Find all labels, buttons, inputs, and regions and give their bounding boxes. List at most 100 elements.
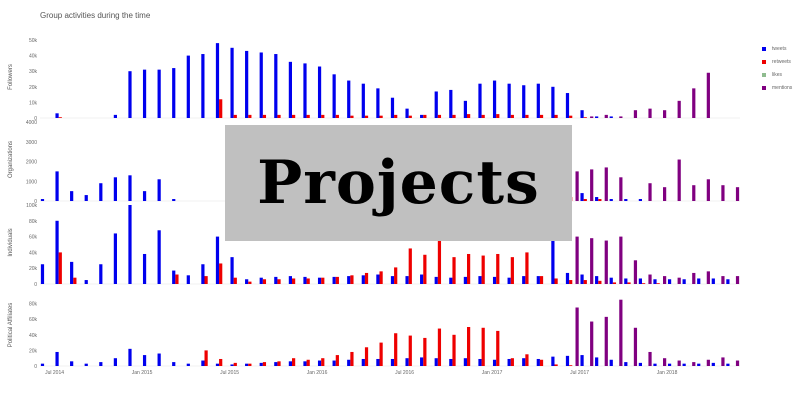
bar-tweets[interactable] xyxy=(536,358,540,366)
bar-tweets[interactable] xyxy=(99,264,103,284)
bar-mentions[interactable] xyxy=(677,100,681,118)
bar-retweets[interactable] xyxy=(554,364,558,366)
bar-tweets[interactable] xyxy=(522,85,526,118)
bar-tweets[interactable] xyxy=(536,83,540,118)
bar-tweets[interactable] xyxy=(288,61,292,118)
bar-tweets[interactable] xyxy=(274,54,278,118)
bar-retweets[interactable] xyxy=(496,253,500,284)
bar-mentions[interactable] xyxy=(677,159,681,202)
bar-retweets[interactable] xyxy=(612,282,617,284)
bar-retweets[interactable] xyxy=(73,277,77,284)
bar-tweets[interactable] xyxy=(128,71,132,118)
bar-retweets[interactable] xyxy=(219,358,223,366)
bar-tweets[interactable] xyxy=(84,363,88,366)
bar-tweets[interactable] xyxy=(420,357,424,366)
bar-retweets[interactable] xyxy=(219,99,223,118)
bar-tweets[interactable] xyxy=(624,278,628,284)
bar-mentions[interactable] xyxy=(721,357,725,366)
bar-retweets[interactable] xyxy=(569,280,573,284)
bar-tweets[interactable] xyxy=(405,276,409,284)
bar-tweets[interactable] xyxy=(682,279,686,284)
bar-mentions[interactable] xyxy=(575,171,579,202)
bar-tweets[interactable] xyxy=(595,197,599,201)
bar-retweets[interactable] xyxy=(219,263,223,284)
bar-tweets[interactable] xyxy=(711,362,715,366)
bar-tweets[interactable] xyxy=(245,363,249,366)
bar-tweets[interactable] xyxy=(288,276,292,284)
bar-tweets[interactable] xyxy=(449,358,453,366)
bar-retweets[interactable] xyxy=(277,114,281,118)
bar-tweets[interactable] xyxy=(580,355,584,366)
bar-tweets[interactable] xyxy=(172,199,176,202)
bar-tweets[interactable] xyxy=(201,360,205,366)
bar-retweets[interactable] xyxy=(394,333,398,366)
bar-tweets[interactable] xyxy=(55,113,59,118)
bar-tweets[interactable] xyxy=(463,358,467,366)
bar-tweets[interactable] xyxy=(186,55,190,118)
bar-retweets[interactable] xyxy=(510,257,514,284)
bar-tweets[interactable] xyxy=(624,199,628,202)
bar-tweets[interactable] xyxy=(565,93,570,118)
bar-tweets[interactable] xyxy=(609,199,613,202)
bar-mentions[interactable] xyxy=(575,236,579,284)
bar-mentions[interactable] xyxy=(648,274,652,284)
bar-tweets[interactable] xyxy=(128,175,132,201)
bar-retweets[interactable] xyxy=(437,114,442,118)
bar-tweets[interactable] xyxy=(128,348,132,366)
bar-tweets[interactable] xyxy=(361,83,365,118)
bar-retweets[interactable] xyxy=(467,253,471,284)
bar-tweets[interactable] xyxy=(434,276,438,284)
bar-tweets[interactable] xyxy=(449,89,453,118)
bar-mentions[interactable] xyxy=(721,276,725,284)
bar-mentions[interactable] xyxy=(735,276,740,284)
bar-retweets[interactable] xyxy=(627,282,631,284)
bar-retweets[interactable] xyxy=(248,363,252,366)
bar-retweets[interactable] xyxy=(642,283,646,284)
bar-tweets[interactable] xyxy=(420,274,424,284)
bar-retweets[interactable] xyxy=(554,278,558,284)
bar-mentions[interactable] xyxy=(648,183,652,201)
bar-tweets[interactable] xyxy=(55,220,59,284)
bar-mentions[interactable] xyxy=(619,177,623,201)
bar-tweets[interactable] xyxy=(638,278,642,284)
bar-mentions[interactable] xyxy=(590,169,594,201)
bar-tweets[interactable] xyxy=(317,360,322,366)
bar-mentions[interactable] xyxy=(604,114,608,118)
bar-tweets[interactable] xyxy=(172,270,176,284)
legend-item-retweets[interactable]: retweets xyxy=(762,55,792,68)
bar-tweets[interactable] xyxy=(390,276,395,284)
bar-tweets[interactable] xyxy=(711,278,715,284)
bar-tweets[interactable] xyxy=(492,80,497,118)
bar-retweets[interactable] xyxy=(175,274,179,284)
bar-tweets[interactable] xyxy=(142,355,147,366)
bar-mentions[interactable] xyxy=(692,272,696,284)
bar-tweets[interactable] xyxy=(376,88,380,118)
bar-retweets[interactable] xyxy=(452,114,456,118)
bar-mentions[interactable] xyxy=(721,185,725,201)
bar-mentions[interactable] xyxy=(604,167,608,201)
bar-tweets[interactable] xyxy=(361,275,365,284)
bar-retweets[interactable] xyxy=(569,115,573,118)
bar-mentions[interactable] xyxy=(575,307,579,367)
bar-tweets[interactable] xyxy=(186,363,190,366)
bar-retweets[interactable] xyxy=(335,114,339,118)
bar-retweets[interactable] xyxy=(525,252,529,284)
bar-tweets[interactable] xyxy=(332,360,336,366)
bar-tweets[interactable] xyxy=(609,116,613,118)
bar-tweets[interactable] xyxy=(492,276,497,284)
bar-tweets[interactable] xyxy=(347,359,351,366)
legend-item-likes[interactable]: likes xyxy=(762,68,792,81)
bar-tweets[interactable] xyxy=(70,191,74,202)
bar-tweets[interactable] xyxy=(667,279,672,284)
bar-retweets[interactable] xyxy=(292,114,296,118)
bar-tweets[interactable] xyxy=(303,276,307,284)
bar-tweets[interactable] xyxy=(84,195,88,201)
bar-retweets[interactable] xyxy=(467,114,471,118)
bar-retweets[interactable] xyxy=(598,280,602,284)
bar-mentions[interactable] xyxy=(677,277,681,284)
bar-retweets[interactable] xyxy=(539,276,544,284)
bar-tweets[interactable] xyxy=(609,359,613,366)
bar-retweets[interactable] xyxy=(510,358,514,366)
bar-mentions[interactable] xyxy=(663,276,667,284)
bar-retweets[interactable] xyxy=(525,354,529,366)
